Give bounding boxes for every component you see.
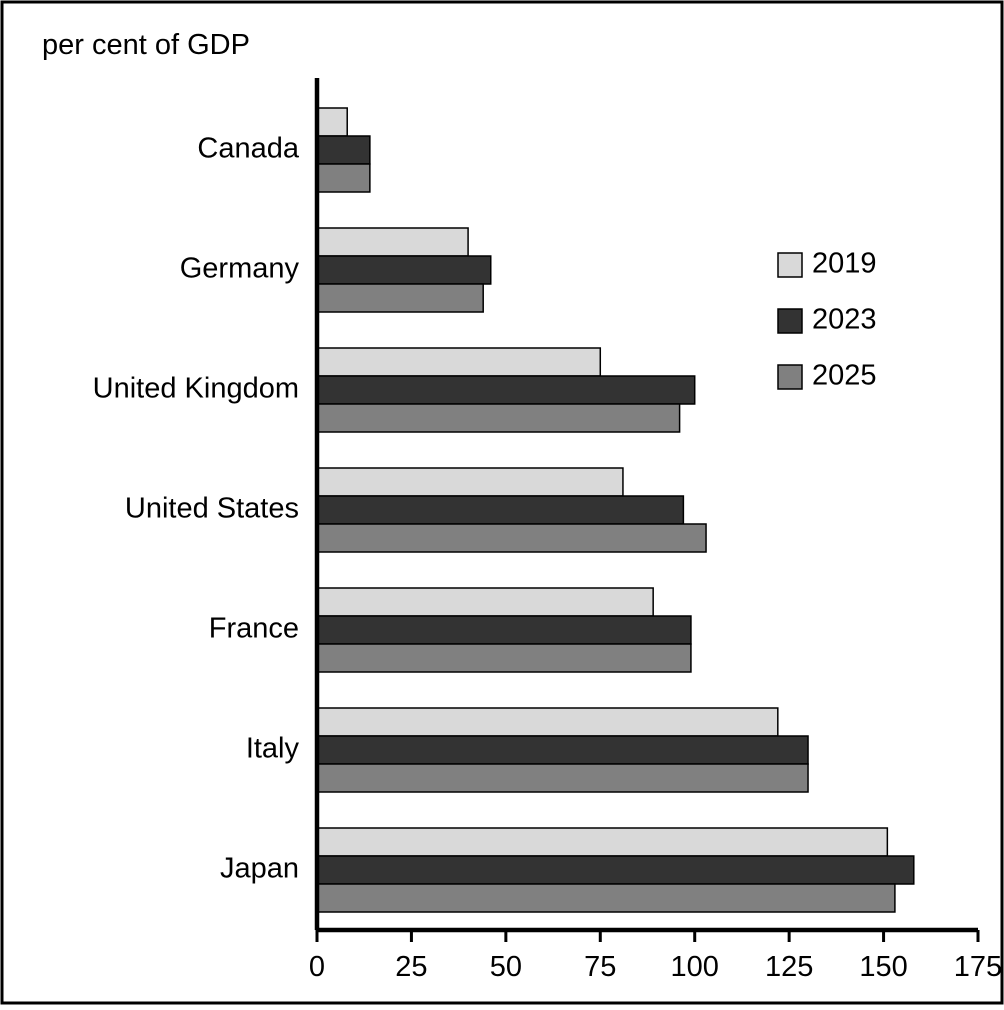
bar-italy-2023 bbox=[317, 736, 808, 764]
chart-title: per cent of GDP bbox=[42, 29, 250, 61]
bar-japan-2025 bbox=[317, 884, 895, 912]
x-tick-label: 75 bbox=[584, 951, 616, 983]
bar-canada-2019 bbox=[317, 108, 347, 136]
x-tick-label: 50 bbox=[490, 951, 522, 983]
bar-germany-2019 bbox=[317, 228, 468, 256]
bar-united-states-2025 bbox=[317, 524, 706, 552]
x-tick-label: 0 bbox=[309, 951, 325, 983]
bar-united-states-2023 bbox=[317, 496, 683, 524]
bar-united-kingdom-2023 bbox=[317, 376, 695, 404]
x-tick-label: 100 bbox=[671, 951, 719, 983]
legend-swatch-2025 bbox=[778, 365, 802, 389]
category-label: Germany bbox=[180, 253, 300, 285]
bar-italy-2019 bbox=[317, 708, 778, 736]
bar-germany-2025 bbox=[317, 284, 483, 312]
bar-united-states-2019 bbox=[317, 468, 623, 496]
bar-france-2023 bbox=[317, 616, 691, 644]
bar-france-2025 bbox=[317, 644, 691, 672]
category-label: Canada bbox=[197, 133, 299, 165]
bar-germany-2023 bbox=[317, 256, 491, 284]
bar-japan-2023 bbox=[317, 856, 914, 884]
legend-label: 2025 bbox=[812, 360, 877, 392]
category-label: United Kingdom bbox=[93, 373, 299, 405]
legend-swatch-2023 bbox=[778, 309, 802, 333]
bar-france-2019 bbox=[317, 588, 653, 616]
legend-label: 2019 bbox=[812, 248, 877, 280]
bar-canada-2023 bbox=[317, 136, 370, 164]
bar-japan-2019 bbox=[317, 828, 887, 856]
bar-united-kingdom-2019 bbox=[317, 348, 600, 376]
chart-svg: per cent of GDP Canada Germany United Kingd… bbox=[0, 0, 1004, 1005]
x-tick-label: 175 bbox=[954, 951, 1002, 983]
category-label: France bbox=[209, 613, 299, 645]
legend-swatch-2019 bbox=[778, 253, 802, 277]
x-tick-label: 150 bbox=[859, 951, 907, 983]
category-label: United States bbox=[125, 493, 299, 525]
x-tick-label: 125 bbox=[765, 951, 813, 983]
debt-gdp-chart: per cent of GDP Canada Germany United Kingd… bbox=[0, 0, 1004, 1005]
legend-label: 2023 bbox=[812, 304, 877, 336]
bar-united-kingdom-2025 bbox=[317, 404, 680, 432]
bar-canada-2025 bbox=[317, 164, 370, 192]
category-label: Japan bbox=[220, 853, 299, 885]
x-tick-label: 25 bbox=[395, 951, 427, 983]
category-label: Italy bbox=[246, 733, 300, 765]
bar-italy-2025 bbox=[317, 764, 808, 792]
